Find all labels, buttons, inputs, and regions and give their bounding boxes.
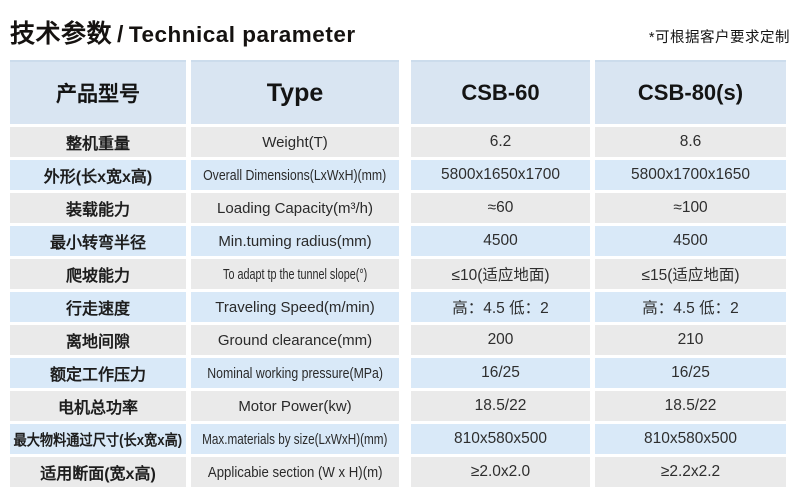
page-title: 技术参数 / Technical parameter [10, 14, 356, 50]
param-en-climbing: To adapt tp the tunnel slope(°) [191, 259, 399, 289]
param-en-traveling-speed: Traveling Speed(m/min) [191, 292, 399, 322]
value-csb60-working-pressure: 16/25 [411, 358, 590, 388]
param-cn-motor-power: 电机总功率 [10, 391, 186, 421]
value-csb60-climbing: ≤10(适应地面) [411, 259, 590, 289]
param-en-dimensions-text: Overall Dimensions(LxWxH)(mm) [203, 166, 387, 184]
value-csb80-turning-radius: 4500 [595, 226, 786, 256]
param-en-applicable-section: Applicabie section (W x H)(m) [191, 457, 399, 487]
param-en-motor-power: Motor Power(kw) [191, 391, 399, 421]
param-en-working-pressure-text: Nominal working pressure(MPa) [207, 364, 383, 382]
param-en-loading-capacity: Loading Capacity(m³/h) [191, 193, 399, 223]
param-en-ground-clearance: Ground clearance(mm) [191, 325, 399, 355]
title-separator: / [117, 21, 124, 47]
param-en-max-material-size: Max.materials by size(LxWxH)(mm) [191, 424, 399, 454]
param-cn-climbing: 爬坡能力 [10, 259, 186, 289]
spec-table-labels: 产品型号 Type 整机重量 Weight(T) 外形(长x宽x高) Overa… [10, 60, 399, 487]
value-csb60-max-material-size: 810x580x500 [411, 424, 590, 454]
param-en-weight: Weight(T) [191, 127, 399, 157]
value-csb60-loading-capacity: ≈60 [411, 193, 590, 223]
value-csb60-dimensions: 5800x1650x1700 [411, 160, 590, 190]
title-en: Technical parameter [128, 22, 356, 47]
value-csb80-dimensions: 5800x1700x1650 [595, 160, 786, 190]
value-csb80-weight: 8.6 [595, 127, 786, 157]
value-csb60-traveling-speed: 高：4.5 低：2 [411, 292, 590, 322]
value-csb80-traveling-speed: 高：4.5 低：2 [595, 292, 786, 322]
param-en-turning-radius: Min.tuming radius(mm) [191, 226, 399, 256]
param-cn-working-pressure: 额定工作压力 [10, 358, 186, 388]
param-cn-max-material-size-text: 最大物料通过尺寸(长x宽x高) [13, 431, 183, 449]
param-cn-max-material-size: 最大物料通过尺寸(长x宽x高) [10, 424, 186, 454]
col-header-csb60: CSB-60 [411, 60, 590, 124]
value-csb80-motor-power: 18.5/22 [595, 391, 786, 421]
value-csb60-applicable-section: ≥2.0x2.0 [411, 457, 590, 487]
value-csb60-turning-radius: 4500 [411, 226, 590, 256]
title-cn: 技术参数 [10, 20, 113, 48]
value-csb80-applicable-section: ≥2.2x2.2 [595, 457, 786, 487]
param-en-dimensions: Overall Dimensions(LxWxH)(mm) [191, 160, 399, 190]
value-csb80-ground-clearance: 210 [595, 325, 786, 355]
page-header: 技术参数 / Technical parameter *可根据客户要求定制 [10, 14, 790, 50]
param-cn-dimensions: 外形(长x宽x高) [10, 160, 186, 190]
param-cn-ground-clearance: 离地间隙 [10, 325, 186, 355]
customization-note: *可根据客户要求定制 [648, 30, 790, 46]
col-header-csb80s: CSB-80(s) [595, 60, 786, 124]
param-en-max-material-size-text: Max.materials by size(LxWxH)(mm) [202, 430, 388, 448]
value-csb60-motor-power: 18.5/22 [411, 391, 590, 421]
param-cn-turning-radius: 最小转弯半径 [10, 226, 186, 256]
col-header-type: Type [191, 60, 399, 124]
value-csb80-loading-capacity: ≈100 [595, 193, 786, 223]
spec-table-values: CSB-60 CSB-80(s) 6.2 8.6 5800x1650x1700 … [411, 60, 786, 487]
param-cn-traveling-speed: 行走速度 [10, 292, 186, 322]
param-cn-applicable-section: 适用断面(宽x高) [10, 457, 186, 487]
value-csb80-climbing: ≤15(适应地面) [595, 259, 786, 289]
value-csb60-ground-clearance: 200 [411, 325, 590, 355]
param-en-applicable-section-text: Applicabie section (W x H)(m) [207, 463, 383, 481]
param-en-climbing-text: To adapt tp the tunnel slope(°) [222, 265, 368, 283]
value-csb60-weight: 6.2 [411, 127, 590, 157]
param-en-working-pressure: Nominal working pressure(MPa) [191, 358, 399, 388]
value-csb80-max-material-size: 810x580x500 [595, 424, 786, 454]
value-csb80-working-pressure: 16/25 [595, 358, 786, 388]
param-cn-loading-capacity: 装载能力 [10, 193, 186, 223]
spec-table: 产品型号 Type 整机重量 Weight(T) 外形(长x宽x高) Overa… [10, 60, 786, 487]
param-cn-weight: 整机重量 [10, 127, 186, 157]
col-header-product-model: 产品型号 [10, 60, 186, 124]
